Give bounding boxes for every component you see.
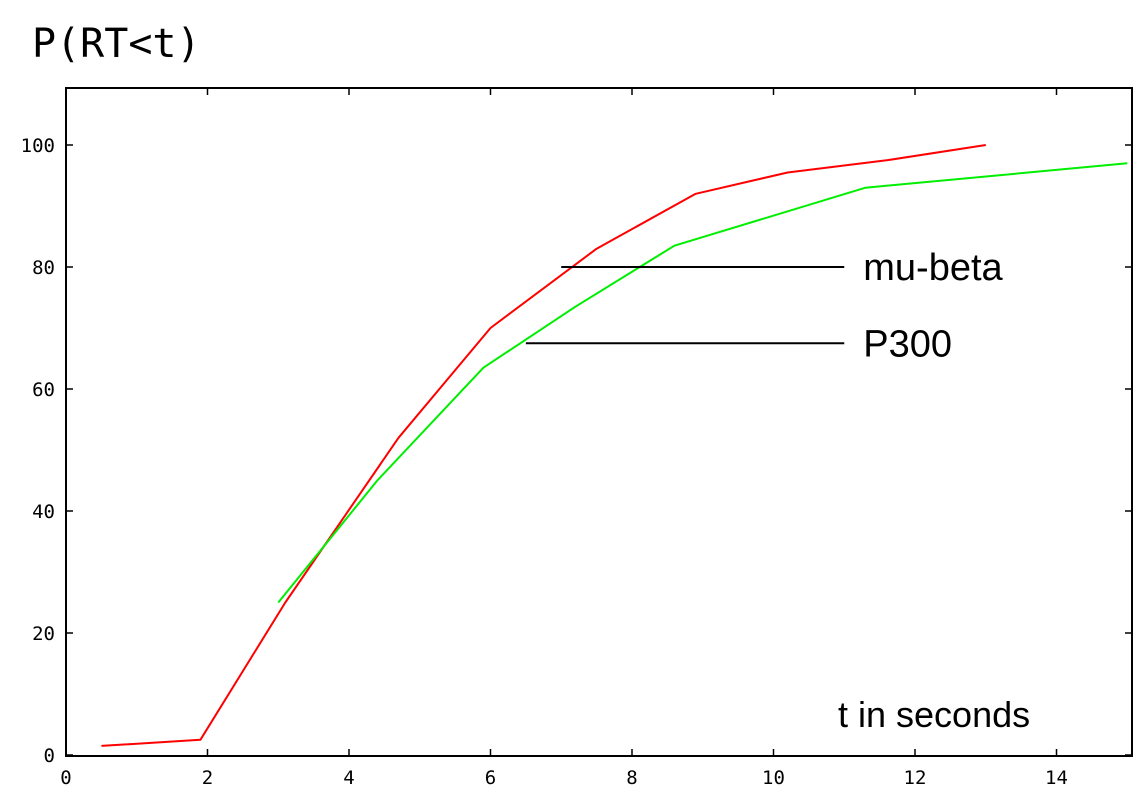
x-tick-label: 10 <box>762 767 785 789</box>
series-line-mu-beta <box>101 144 986 747</box>
plot-area: 0 2 4 6 8 10 12 14 0 20 40 60 80 100 mu-beta P300 <box>21 87 1133 789</box>
x-tick-label: 8 <box>626 767 637 789</box>
x-axis-label: t in seconds <box>838 694 1030 735</box>
y-tick-label: 100 <box>21 135 55 157</box>
x-tick-label: 14 <box>1045 767 1068 789</box>
x-tick-label: 2 <box>202 767 213 789</box>
x-tick-label: 0 <box>60 767 71 789</box>
y-tick-label: 80 <box>32 257 55 279</box>
x-tick-label: 6 <box>485 767 496 789</box>
y-tick-label: 20 <box>32 623 55 645</box>
y-tick-label: 40 <box>32 501 55 523</box>
x-tick-label: 12 <box>904 767 927 789</box>
plot-frame <box>65 87 1133 757</box>
chart-title: P(RT<t) <box>32 21 201 67</box>
annotation-label: mu-beta <box>863 247 1003 289</box>
y-tick-label: 0 <box>44 745 55 767</box>
x-tick-label: 4 <box>343 767 354 789</box>
annotation-label: P300 <box>863 323 952 365</box>
series-line-p300 <box>277 162 1128 604</box>
y-tick-label: 60 <box>32 379 55 401</box>
